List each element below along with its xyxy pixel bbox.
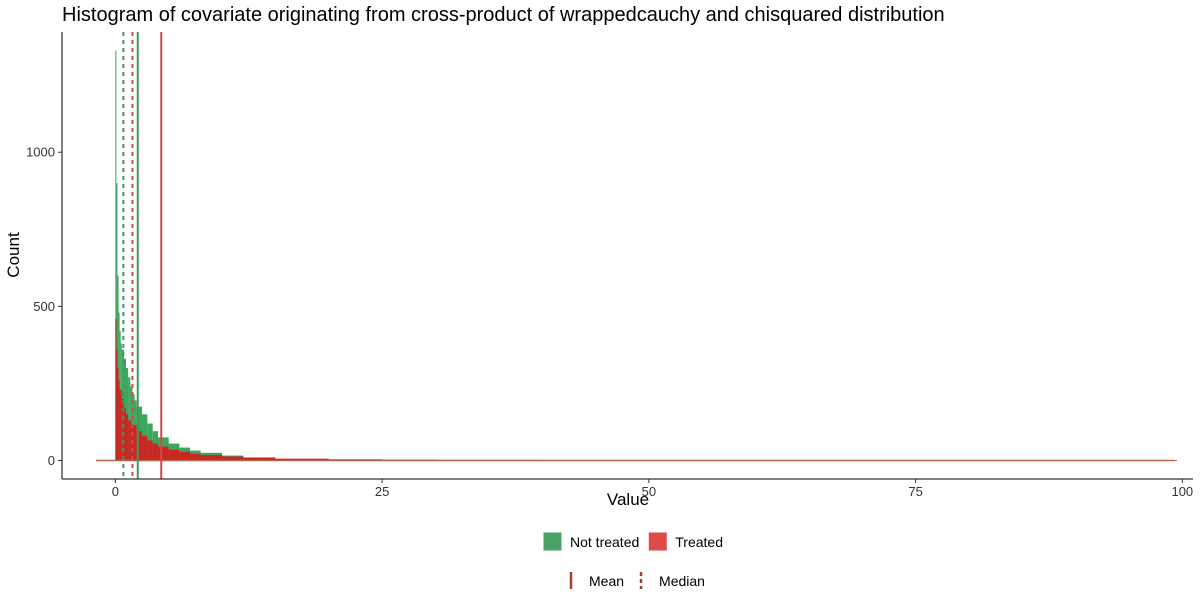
histogram-bin	[128, 420, 132, 461]
legend-groups: Not treated Treated	[543, 532, 723, 551]
legend-swatch-not-treated	[543, 532, 562, 551]
x-tick-label: 0	[112, 484, 119, 499]
histogram-bin	[158, 446, 169, 461]
histogram-bin	[119, 389, 122, 461]
y-axis-ticks: 0 500 1000	[26, 145, 62, 468]
histogram-bin	[243, 457, 276, 461]
histogram-bin	[128, 377, 131, 461]
histogram-bin	[179, 451, 191, 461]
histogram-bin	[130, 386, 133, 461]
histogram-bin	[222, 456, 244, 461]
histogram-bin	[118, 380, 120, 461]
x-axis-title: Value	[607, 490, 649, 509]
legend-label-treated: Treated	[675, 534, 723, 550]
y-axis-title: Count	[4, 232, 23, 278]
histogram-bin	[275, 458, 329, 461]
histogram-bin	[147, 440, 153, 461]
legend-label-median: Median	[659, 573, 705, 589]
histogram-bin	[121, 398, 124, 461]
y-tick-label: 500	[33, 299, 55, 314]
histogram-bin	[131, 425, 137, 461]
series-not-treated	[115, 50, 1177, 461]
series-treated	[115, 318, 1177, 461]
x-tick-label: 25	[375, 484, 389, 499]
y-tick-label: 0	[48, 453, 55, 468]
histogram-bin	[152, 443, 159, 461]
legend-label-mean: Mean	[589, 573, 624, 589]
histogram-bin	[123, 408, 127, 461]
legend-label-not-treated: Not treated	[570, 534, 639, 550]
histogram-bin	[117, 368, 119, 461]
histogram-bin	[136, 431, 143, 461]
legend-statistics: Mean Median	[569, 572, 705, 589]
histogram-bin	[115, 318, 117, 461]
x-tick-label: 75	[908, 484, 922, 499]
histogram-bin	[116, 349, 118, 461]
legend-swatch-treated	[648, 532, 667, 551]
histogram-bin	[126, 414, 129, 461]
y-tick-label: 1000	[26, 145, 55, 160]
histogram-bin	[142, 435, 148, 461]
x-tick-label: 100	[1171, 484, 1193, 499]
chart-title: Histogram of covariate originating from …	[62, 4, 945, 26]
histogram-bin	[115, 50, 117, 461]
histogram-bin	[116, 183, 118, 461]
histogram-bin	[168, 449, 180, 461]
histogram-bin	[200, 454, 223, 461]
plot-area	[96, 32, 1177, 479]
histogram-bin	[190, 453, 201, 461]
x-tick-label: 50	[642, 484, 656, 499]
x-axis-ticks: 0 25 50 75 100	[112, 479, 1193, 499]
